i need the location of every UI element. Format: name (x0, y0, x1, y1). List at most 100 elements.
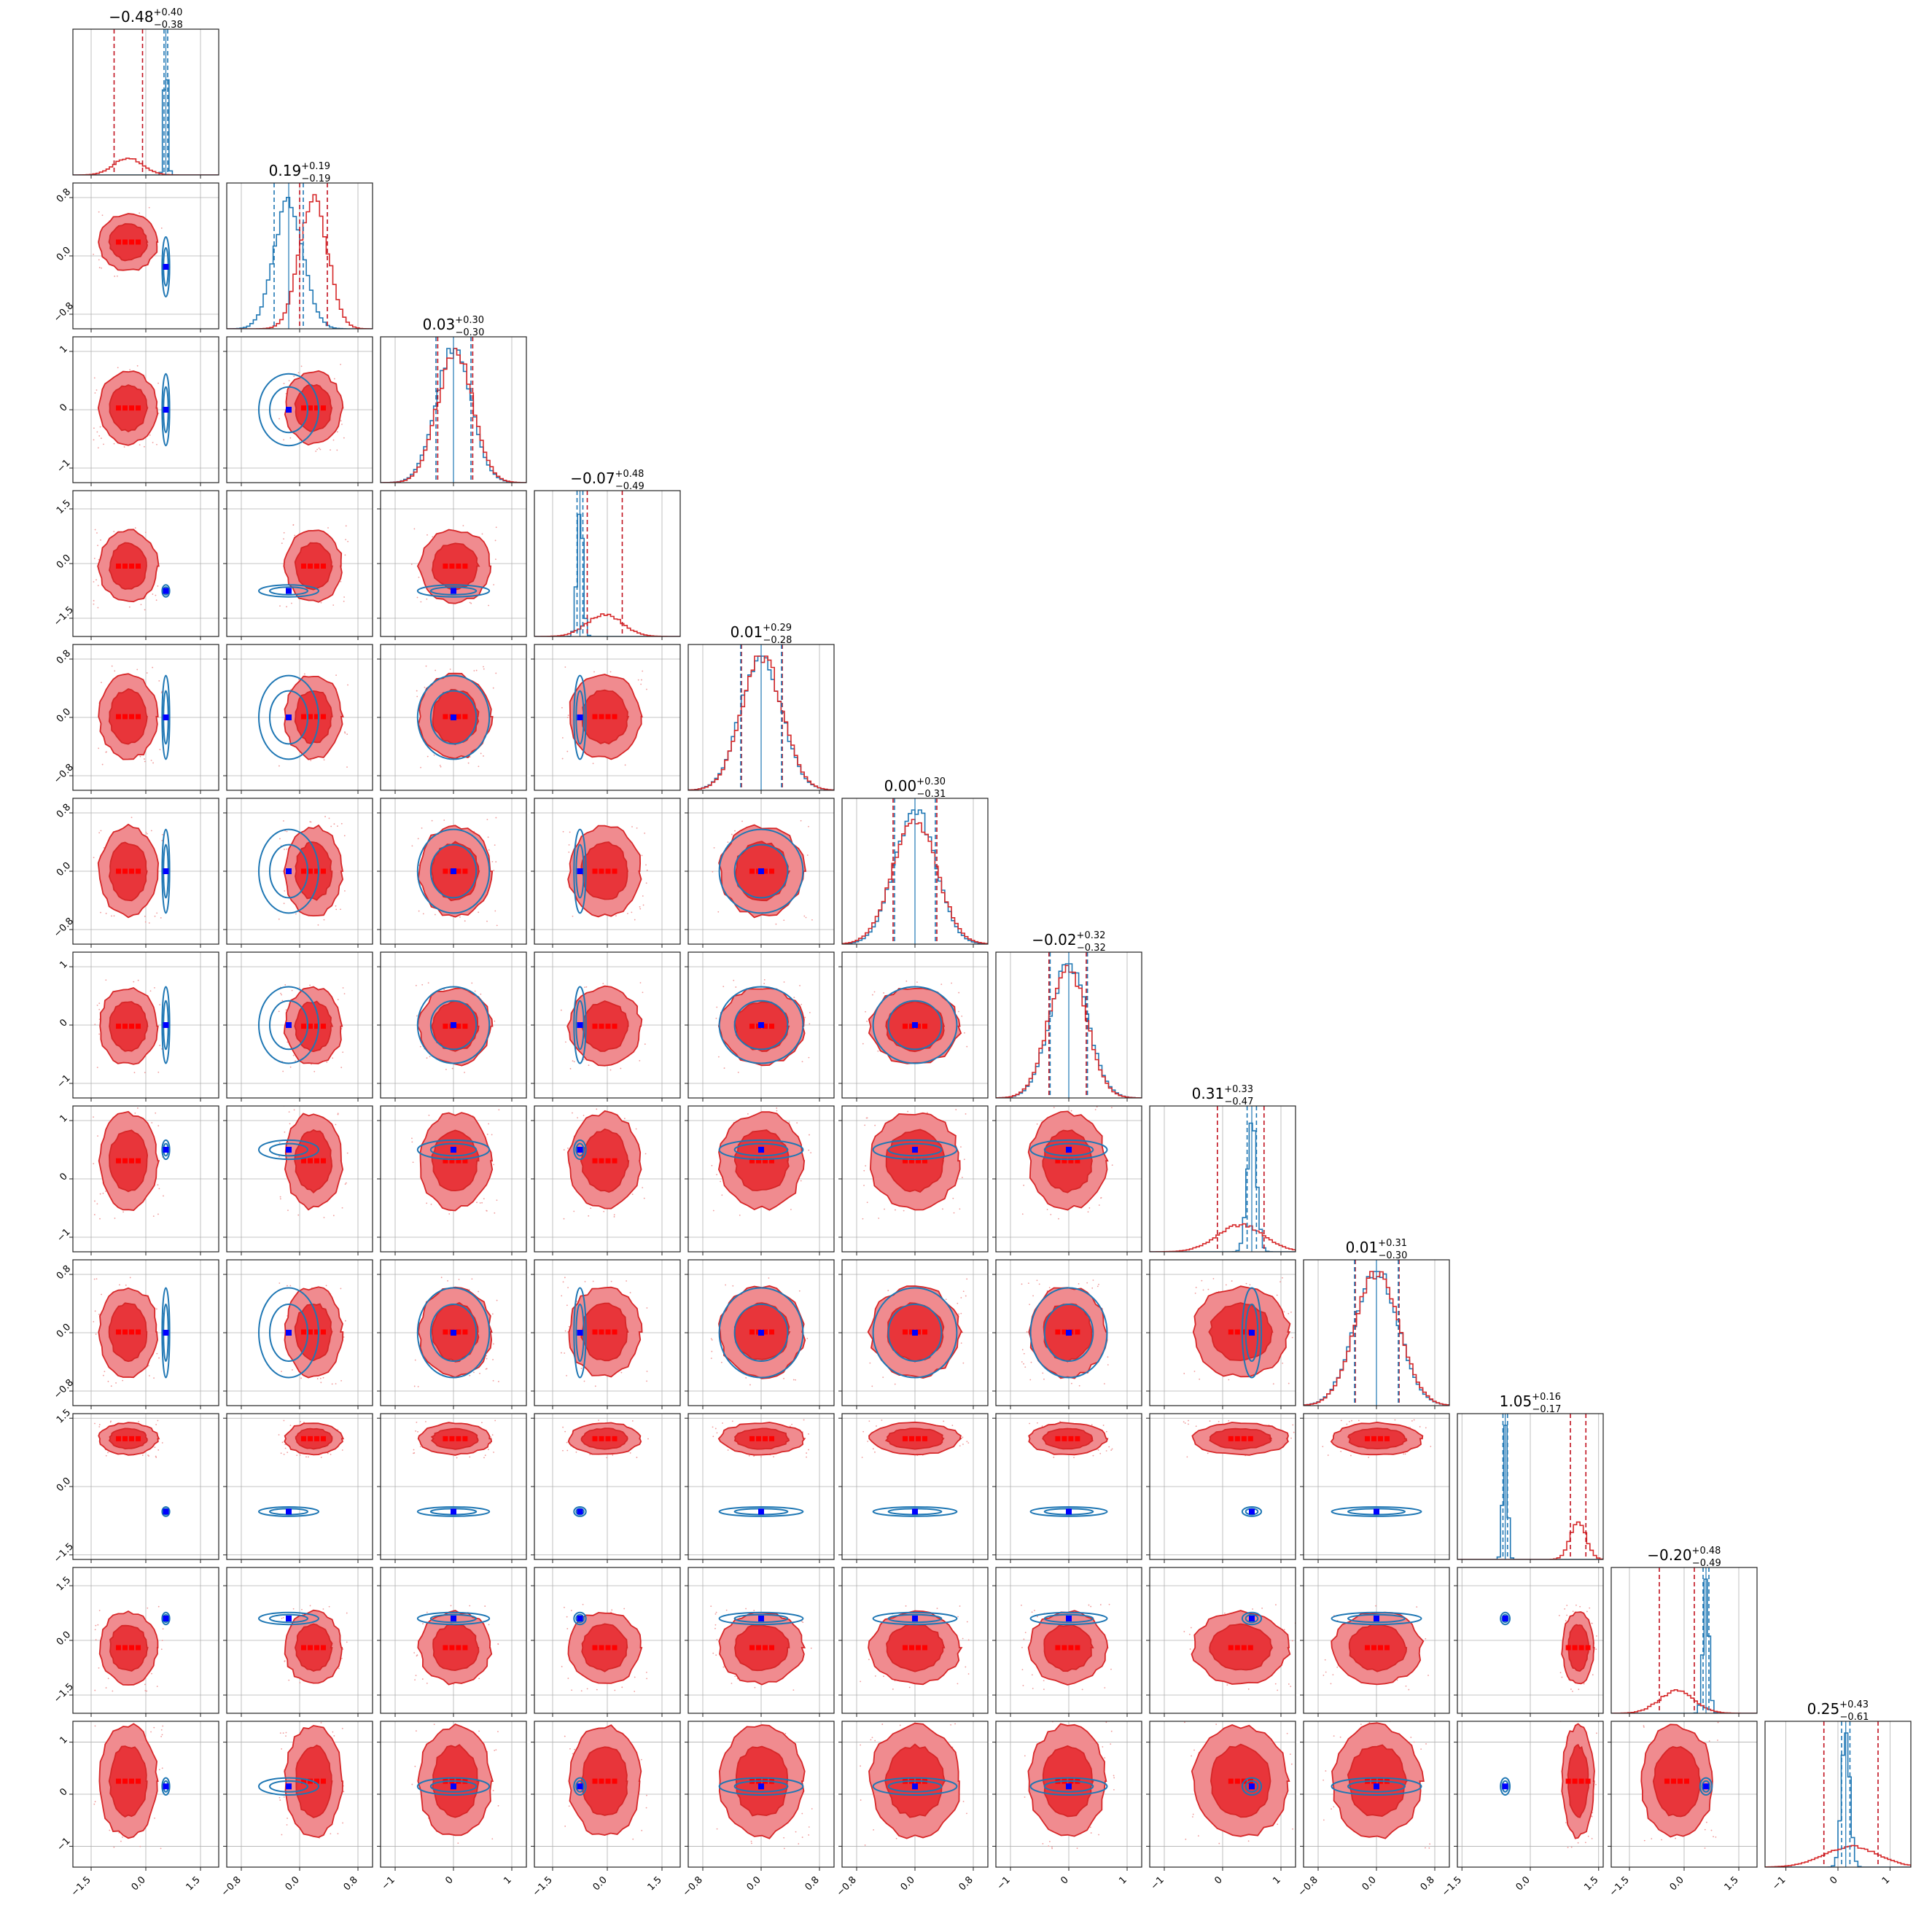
truth-marker (163, 1022, 169, 1028)
sample-point (1207, 1452, 1209, 1454)
sample-point (1024, 1755, 1026, 1757)
sample-point (574, 1748, 576, 1750)
sample-point (159, 1004, 161, 1006)
panel-title-11: −0.20+0.48 −0.49 (1647, 1546, 1721, 1569)
sample-point (417, 1431, 418, 1433)
sample-point (322, 1376, 324, 1379)
sample-point (566, 1616, 568, 1618)
title-median: 0.19 (269, 162, 302, 179)
title-median: 0.31 (1192, 1085, 1225, 1102)
red-marker (1384, 1436, 1390, 1441)
sample-point (278, 918, 280, 920)
sample-point (114, 1218, 116, 1219)
truth-marker (1374, 1616, 1379, 1621)
sample-point (1595, 1719, 1597, 1721)
sample-point (488, 1449, 489, 1451)
sample-point (488, 1123, 490, 1125)
truth-marker (1249, 1330, 1255, 1336)
sample-point (868, 1659, 870, 1661)
sample-point (1324, 1659, 1326, 1661)
sample-point (94, 1200, 96, 1202)
x-tick-label-12-3: 1 (1880, 1874, 1892, 1886)
sample-point (640, 683, 642, 685)
sample-point (942, 1208, 943, 1210)
sample-point (1023, 1184, 1025, 1186)
sample-point (749, 1384, 751, 1386)
blue-contour-2 (416, 1287, 491, 1379)
sample-point (760, 1456, 762, 1458)
sample-point (345, 1182, 347, 1184)
sample-point (96, 1067, 98, 1069)
sample-point (1430, 1446, 1432, 1447)
sample-point (292, 1608, 295, 1610)
sample-point (710, 1358, 712, 1360)
sample-point (338, 1667, 340, 1670)
sample-point (98, 211, 100, 213)
sample-point (480, 752, 482, 755)
sample-point (1188, 1419, 1189, 1422)
sample-point (967, 1442, 970, 1444)
sample-point (1086, 1282, 1088, 1284)
sample-point (952, 1197, 954, 1199)
sample-point (129, 369, 131, 371)
sample-point (1224, 1612, 1226, 1614)
sample-point (98, 259, 100, 261)
red-marker (443, 564, 448, 569)
sample-point (94, 392, 96, 394)
red-marker (116, 1024, 121, 1029)
title-median: 0.00 (884, 777, 917, 795)
sample-point (712, 1426, 714, 1428)
x-tick-label-11-3: 1.5 (1723, 1874, 1741, 1893)
sample-point (645, 1807, 647, 1809)
sample-point (1277, 1689, 1279, 1691)
scatter-panel-8-6 (838, 1105, 989, 1255)
scatter-panel-6-4 (531, 798, 681, 948)
sample-point (97, 447, 99, 449)
red-marker (1055, 1645, 1061, 1651)
sample-point (645, 882, 647, 884)
red-marker (592, 1778, 598, 1784)
sample-point (416, 1421, 418, 1423)
sample-point (867, 1441, 869, 1442)
sample-point (289, 1425, 292, 1427)
truth-marker (286, 1147, 292, 1153)
sample-point (943, 1420, 945, 1422)
blue-contour-1 (429, 1304, 478, 1362)
blue-contour-1 (269, 586, 308, 596)
blue-contour-2 (1241, 1777, 1263, 1796)
sample-point (967, 1639, 970, 1641)
sample-point (147, 1365, 149, 1367)
sample-point (331, 1383, 333, 1385)
sample-point (588, 1215, 590, 1217)
sample-point (1394, 1419, 1396, 1421)
scatter-panel-10-8 (1146, 1413, 1300, 1563)
sample-point (1419, 1426, 1421, 1427)
truth-marker (163, 1147, 169, 1153)
sample-point (734, 830, 736, 832)
sample-point (567, 1148, 569, 1149)
truth-marker (163, 407, 169, 413)
sample-point (133, 981, 135, 983)
scatter-panel-9-2 (223, 1259, 373, 1409)
sample-point (337, 1113, 339, 1115)
sample-point (1195, 1287, 1197, 1288)
scatter-panel-7-6 (838, 951, 989, 1102)
sample-point (488, 1624, 490, 1626)
sample-point (443, 819, 445, 821)
sample-point (332, 439, 335, 441)
sample-point (639, 905, 641, 908)
sample-point (645, 1672, 647, 1673)
sample-point (646, 1380, 647, 1382)
histogram-panel-10: 1.05+0.16 −0.17 (1457, 1392, 1604, 1563)
sample-point (340, 580, 342, 583)
red-marker (314, 564, 319, 569)
sample-point (1092, 1454, 1094, 1457)
scatter-panel-8-4 (531, 1105, 681, 1255)
sample-point (330, 825, 332, 827)
blue-contour-2 (718, 1139, 804, 1161)
sample-point (487, 836, 489, 838)
red-marker (462, 1158, 468, 1164)
sample-point (332, 1215, 335, 1217)
sample-point (808, 1449, 809, 1451)
sample-point (1298, 1419, 1300, 1421)
